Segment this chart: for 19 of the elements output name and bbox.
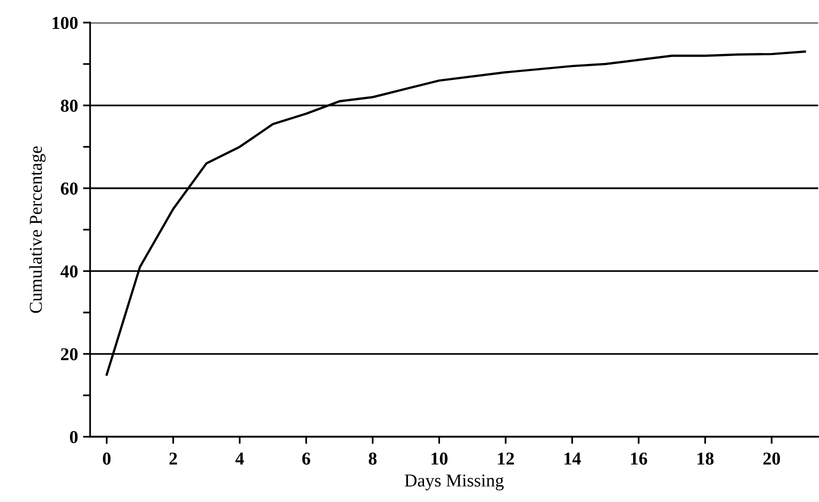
x-tick-label: 18: [698, 452, 714, 465]
x-tick-label: 8: [368, 452, 377, 465]
x-tick-label: 0: [102, 452, 111, 465]
x-tick-label: 16: [631, 452, 648, 465]
y-tick-label: 60: [60, 182, 78, 195]
y-axis-title: Cumulative Percentage: [29, 146, 46, 313]
y-tick-label: 20: [60, 348, 78, 360]
y-tick-label: 40: [60, 265, 78, 278]
x-tick-label: 4: [235, 452, 244, 465]
y-tick-label: 0: [70, 430, 78, 444]
x-tick-label: 14: [564, 452, 581, 465]
y-tick-label: 100: [52, 16, 78, 30]
y-tick-label: 80: [60, 100, 78, 112]
x-tick-label: 10: [432, 452, 448, 465]
x-tick-label: 6: [302, 452, 310, 465]
x-tick-label: 12: [498, 452, 514, 465]
x-tick-label: 2: [169, 452, 177, 465]
x-axis-title: Days Missing: [404, 474, 504, 490]
x-tick-label: 20: [763, 452, 780, 465]
